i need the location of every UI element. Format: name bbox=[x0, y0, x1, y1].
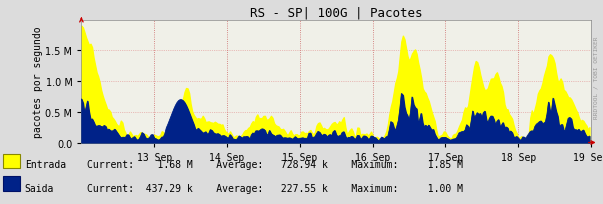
Title: RS - SP| 100G | Pacotes: RS - SP| 100G | Pacotes bbox=[250, 6, 423, 19]
Text: Current:    1.68 M    Average:   728.94 k    Maximum:     1.85 M: Current: 1.68 M Average: 728.94 k Maximu… bbox=[87, 159, 464, 169]
Text: Entrada: Entrada bbox=[25, 159, 66, 169]
Text: RRDTOOL / TOBI OETIKER: RRDTOOL / TOBI OETIKER bbox=[593, 37, 598, 119]
Text: Saida: Saida bbox=[25, 184, 54, 194]
Y-axis label: pacotes por segundo: pacotes por segundo bbox=[33, 26, 43, 137]
Text: Current:  437.29 k    Average:   227.55 k    Maximum:     1.00 M: Current: 437.29 k Average: 227.55 k Maxi… bbox=[87, 184, 464, 194]
